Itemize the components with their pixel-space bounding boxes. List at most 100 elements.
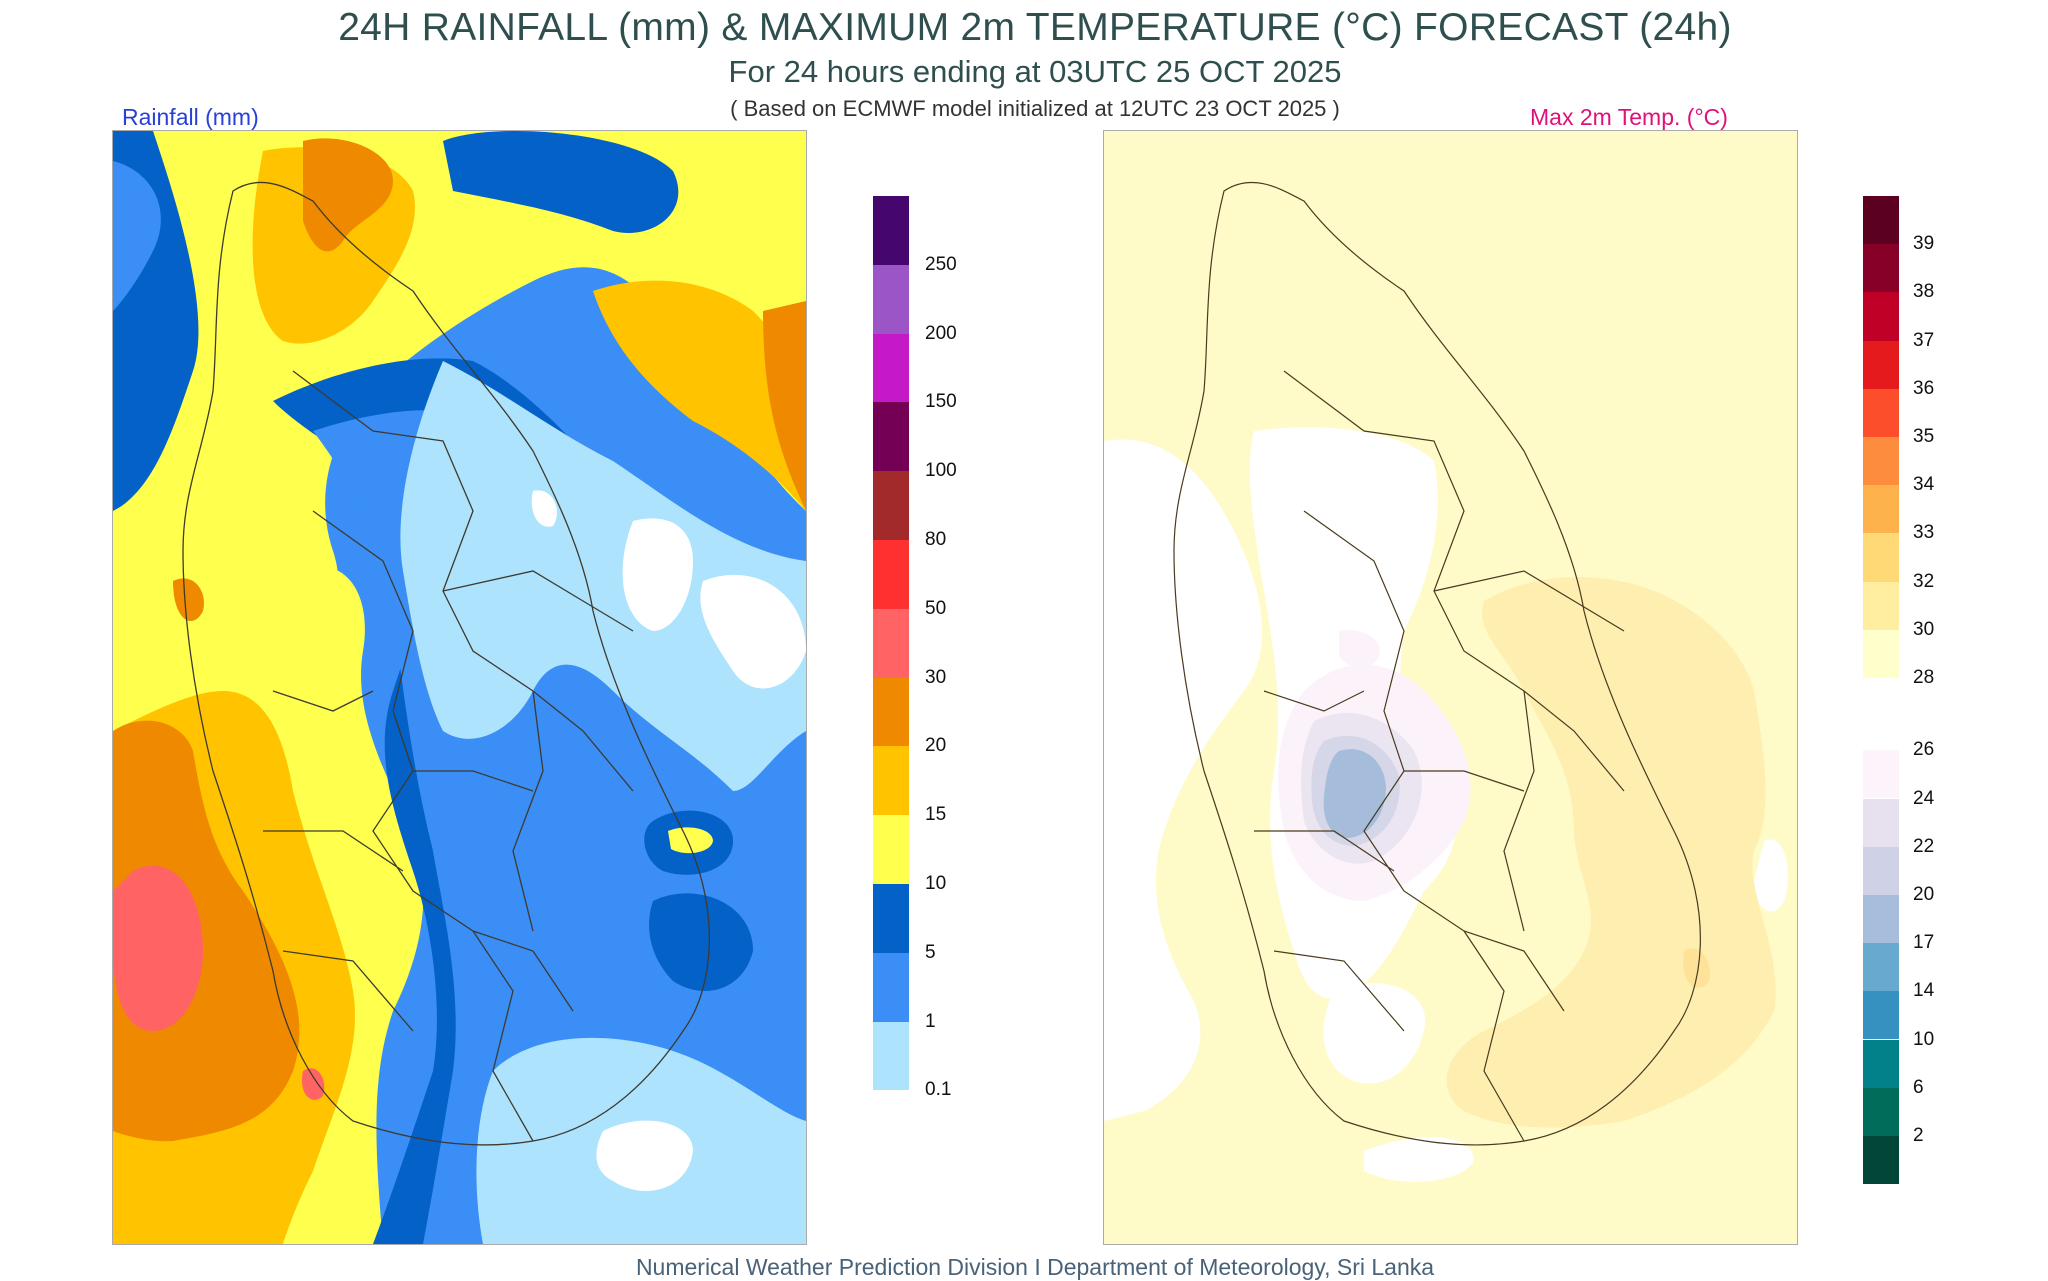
chart-subtitle: For 24 hours ending at 03UTC 25 OCT 2025 <box>728 54 1342 89</box>
rain-zone-none-4 <box>531 490 557 527</box>
temperature-colorbar-label: 34 <box>1913 474 1935 496</box>
temp-zone-26-28-east <box>1754 839 1788 912</box>
rainfall-colorbar-label: 150 <box>925 391 957 413</box>
rain-zone-5-10-east-2 <box>649 893 753 991</box>
rain-zone-10-15-east-blob <box>668 827 713 854</box>
chart-title: 24H RAINFALL (mm) & MAXIMUM 2m TEMPERATU… <box>338 6 1732 49</box>
temperature-panel-label: Max 2m Temp. (°C) <box>1530 104 1728 130</box>
rainfall-colorbar-label: 250 <box>925 253 957 275</box>
rainfall-colorbar-label: 50 <box>925 597 947 619</box>
temp-zone-32-33-spot <box>1683 948 1710 988</box>
temperature-colorbar-label: 22 <box>1913 835 1935 857</box>
rain-zone-1-5-far-west <box>113 161 161 311</box>
temperature-colorbar-bin <box>1863 1135 1899 1185</box>
temperature-colorbar-bin <box>1863 581 1899 630</box>
temperature-colorbar-label: 6 <box>1913 1076 1924 1098</box>
rain-zone-0.1-1-east <box>400 361 806 791</box>
rainfall-colorbar-bin <box>873 402 909 472</box>
temperature-colorbar-label: 38 <box>1913 281 1935 303</box>
rainfall-colorbar-label: 20 <box>925 735 947 757</box>
rain-zone-none-3 <box>596 1120 693 1191</box>
rain-zone-15-20-ne <box>593 280 806 511</box>
model-note: ( Based on ECMWF model initialized at 12… <box>730 96 1340 121</box>
rainfall-colorbar-bin <box>873 333 909 403</box>
temperature-colorbar-bin <box>1863 533 1899 582</box>
rain-zone-20-30-ne <box>763 301 806 511</box>
temperature-colorbar-label: 14 <box>1913 980 1935 1002</box>
rain-map-coastline <box>182 181 711 1146</box>
temperature-colorbar-label: 35 <box>1913 426 1935 447</box>
footer-credit: Numerical Weather Prediction Division I … <box>635 1254 1435 1280</box>
temperature-colorbar-bin <box>1863 846 1899 895</box>
temp-zone-26-28-south <box>1323 983 1426 1084</box>
temp-zone-17-20-central <box>1323 749 1386 838</box>
rainfall-map <box>112 130 807 1245</box>
rainfall-contours <box>113 131 806 1244</box>
temperature-colorbar-bin <box>1863 292 1899 341</box>
temperature-colorbar-bin <box>1863 629 1899 678</box>
rain-zone-20-30-west <box>113 720 300 1142</box>
rainfall-colorbar-bin <box>873 1021 909 1091</box>
temperature-colorbar-bin <box>1863 943 1899 992</box>
temperature-colorbar-label: 37 <box>1913 329 1935 351</box>
temperature-colorbar-bin <box>1863 1039 1899 1088</box>
temperature-colorbar-label: 36 <box>1913 377 1935 399</box>
rainfall-colorbar-label: 30 <box>925 666 947 688</box>
rainfall-colorbar-bin <box>873 540 909 609</box>
temperature-colorbar-label: 24 <box>1913 787 1935 809</box>
rainfall-panel-label: Rainfall (mm) <box>122 104 259 130</box>
temperature-colorbar-bin <box>1863 798 1899 847</box>
temperature-colorbar-bin <box>1863 485 1899 534</box>
rainfall-colorbar-bin <box>873 815 909 884</box>
rain-zone-30-50-spot <box>302 1068 325 1100</box>
temperature-colorbar-bin <box>1863 702 1899 751</box>
temperature-colorbar-label: 26 <box>1913 739 1935 761</box>
temperature-colorbar-bin <box>1863 244 1899 293</box>
temperature-colorbar-label: 39 <box>1913 233 1935 255</box>
rainfall-colorbar-bin <box>873 746 909 816</box>
temp-zone-26-28-west <box>1104 439 1263 1121</box>
rainfall-colorbar-label: 10 <box>925 873 947 894</box>
temp-zone-26-28-southern-sea <box>1364 1137 1474 1182</box>
temperature-colorbar-bin <box>1863 894 1899 944</box>
temperature-colorbar-bin <box>1863 388 1899 437</box>
rainfall-colorbar-bin <box>873 884 909 953</box>
rainfall-colorbar-label: 5 <box>925 941 936 963</box>
rainfall-colorbar-bin <box>873 196 909 265</box>
rainfall-colorbar-label: 100 <box>925 460 957 482</box>
temperature-colorbar-label: 33 <box>1913 522 1935 544</box>
temperature-colorbar-label: 10 <box>1913 1028 1935 1050</box>
temperature-colorbar-label: 20 <box>1913 883 1935 905</box>
temperature-colorbar-label: 2 <box>1913 1124 1924 1146</box>
temp-map-coastline <box>1173 181 1701 1146</box>
temperature-colorbar-bin <box>1863 991 1899 1040</box>
rainfall-colorbar-bin <box>873 264 909 334</box>
temperature-colorbar-label: 28 <box>1913 667 1935 688</box>
temperature-colorbar-bin <box>1863 750 1899 799</box>
rain-zone-5-10-ne <box>443 131 679 233</box>
rainfall-colorbar-bin <box>873 471 909 540</box>
temperature-map <box>1103 130 1798 1245</box>
temperature-colorbar-label: 30 <box>1913 618 1935 640</box>
rain-zone-30-50-west <box>113 865 203 1031</box>
rain-zone-none-1 <box>622 518 693 631</box>
rainfall-colorbar-bin <box>873 677 909 747</box>
rainfall-colorbar-label: 15 <box>925 804 947 826</box>
temperature-colorbar-bin <box>1863 1087 1899 1136</box>
temperature-colorbar-bin <box>1863 196 1899 245</box>
rainfall-colorbar-label: 0.1 <box>925 1079 952 1101</box>
temperature-colorbar-bin <box>1863 340 1899 389</box>
rain-zone-20-30-mid <box>173 578 204 621</box>
temperature-colorbar-bin <box>1863 437 1899 486</box>
temperature-contours <box>1104 181 1788 1182</box>
temperature-colorbar-label: 32 <box>1913 570 1935 592</box>
temperature-colorbar-label: 17 <box>1913 932 1935 954</box>
rainfall-colorbar-label: 200 <box>925 322 957 344</box>
rain-zone-20-30-north <box>303 138 393 252</box>
temp-zone-24-26-north <box>1339 630 1380 668</box>
rainfall-colorbar-label: 80 <box>925 529 947 550</box>
rainfall-colorbar-label: 1 <box>925 1010 936 1032</box>
rain-zone-none-2 <box>700 574 806 689</box>
temp-zone-30-32-east <box>1446 577 1776 1128</box>
rainfall-colorbar-bin <box>873 608 909 678</box>
